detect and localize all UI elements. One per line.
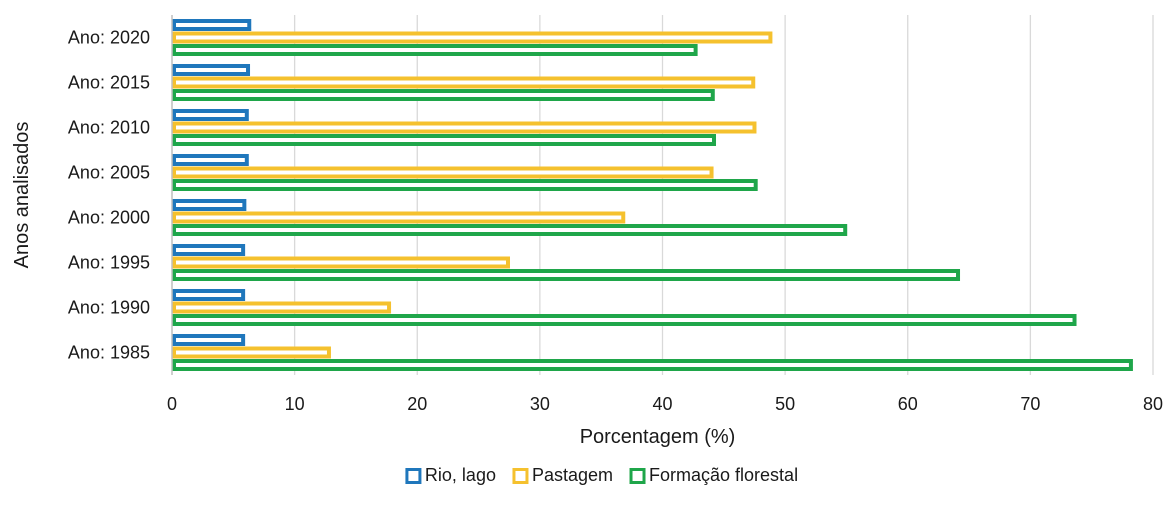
legend-label: Pastagem [532, 465, 613, 485]
y-tick-label: Ano: 1990 [68, 298, 150, 318]
bar-pastagem-2005 [172, 166, 714, 179]
bar-forma-o-florestal-2015 [172, 89, 715, 101]
x-tick-label: 20 [407, 394, 427, 414]
bar-rio-lago-2020 [172, 19, 252, 31]
x-tick-label: 10 [285, 394, 305, 414]
bar-rio-lago-1990 [172, 289, 246, 301]
axes: Ano: 2020 Ano: 2015 Ano: 2010 Ano: 2005 Ano:… [68, 15, 1163, 414]
y-tick-label: Ano: 1985 [68, 343, 150, 363]
bar-forma-o-florestal-1990 [172, 314, 1077, 326]
x-tick-label: 30 [530, 394, 550, 414]
bar-rio-lago-2005 [172, 154, 249, 166]
legend-swatch [629, 468, 646, 484]
bar-forma-o-florestal-2005 [172, 179, 758, 191]
x-tick-label: 50 [775, 394, 795, 414]
bar-rio-lago-1995 [172, 244, 246, 256]
y-tick-label: Ano: 1995 [68, 253, 150, 273]
gridlines [293, 15, 1154, 375]
legend-item-pastagem: Pastagem [512, 465, 613, 485]
bar-rio-lago-1985 [172, 334, 246, 346]
bar-forma-o-florestal-2010 [172, 134, 717, 146]
y-axis-title: Anos analisados [11, 122, 33, 269]
x-tick-label: 0 [167, 394, 177, 414]
legend-item-rio-lago: Rio, lago [405, 465, 496, 485]
bar-pastagem-2020 [172, 31, 773, 44]
y-tick-label: Ano: 2000 [68, 208, 150, 228]
legend-label: Rio, lago [425, 465, 496, 485]
bar-pastagem-1990 [172, 301, 392, 314]
bar-pastagem-2000 [172, 211, 626, 224]
y-tick-label: Ano: 2015 [68, 73, 150, 93]
x-axis-title: Porcentagem (%) [580, 426, 736, 448]
bar-pastagem-1995 [172, 256, 510, 269]
y-tick-label: Ano: 2005 [68, 163, 150, 183]
bar-rio-lago-2015 [172, 64, 251, 76]
y-tick-label: Ano: 2020 [68, 28, 150, 48]
bar-forma-o-florestal-2020 [172, 44, 698, 56]
legend: Rio, lago Pastagem Formação florestal [405, 465, 798, 485]
legend-label: Formação florestal [649, 465, 798, 485]
x-tick-label: 60 [898, 394, 918, 414]
legend-swatch [405, 468, 422, 484]
bar-pastagem-2015 [172, 76, 756, 89]
bar-forma-o-florestal-2000 [172, 224, 848, 236]
x-tick-label: 80 [1143, 394, 1163, 414]
bars [172, 19, 1133, 371]
bar-pastagem-1985 [172, 346, 331, 359]
y-tick-label: Ano: 2010 [68, 118, 150, 138]
bar-pastagem-2010 [172, 121, 757, 134]
bar-forma-o-florestal-1995 [172, 269, 961, 281]
bar-forma-o-florestal-1985 [172, 359, 1133, 371]
x-tick-label: 70 [1020, 394, 1040, 414]
legend-item-forma-o-florestal: Formação florestal [629, 465, 798, 485]
bar-rio-lago-2000 [172, 199, 247, 211]
legend-swatch [512, 468, 529, 484]
bar-rio-lago-2010 [172, 109, 249, 121]
x-tick-label: 40 [652, 394, 672, 414]
